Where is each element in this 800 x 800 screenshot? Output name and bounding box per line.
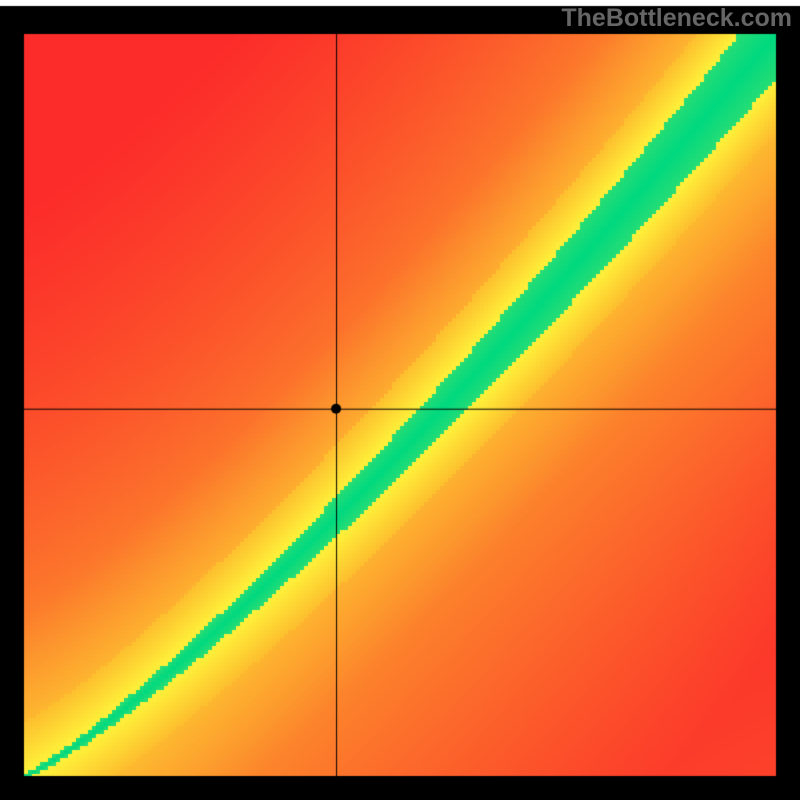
heatmap-canvas [0, 0, 800, 800]
watermark-label: TheBottleneck.com [561, 4, 792, 33]
bottleneck-heatmap: TheBottleneck.com [0, 0, 800, 800]
